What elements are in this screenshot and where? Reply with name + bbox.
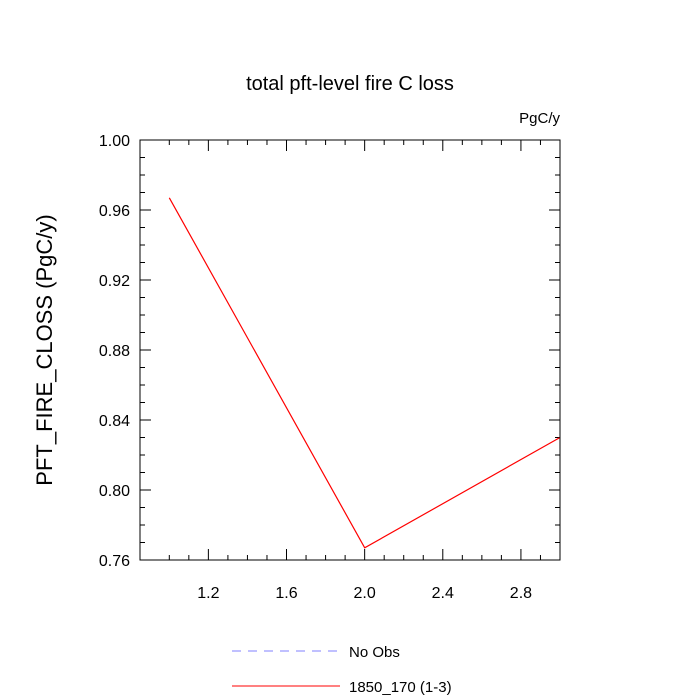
plot-frame: [139, 139, 561, 561]
legend: No Obs 1850_170 (1-3): [232, 644, 452, 696]
x-tick-label: 2.0: [354, 585, 376, 602]
legend-label: 1850_170 (1-3): [349, 679, 452, 696]
y-axis-ticks: 0.76 0.80 0.84 0.88 0.92 0.96 1.00: [99, 133, 560, 570]
units-label: PgC/y: [519, 110, 560, 127]
y-tick-label: 0.84: [99, 413, 130, 430]
series-line: [168, 197, 561, 549]
legend-label: No Obs: [349, 644, 400, 661]
x-tick-label: 2.4: [432, 585, 454, 602]
y-tick-label: 0.88: [99, 343, 130, 360]
x-tick-label: 1.2: [197, 585, 219, 602]
y-tick-label: 0.92: [99, 273, 130, 290]
y-tick-label: 1.00: [99, 133, 130, 150]
y-tick-label: 0.76: [99, 553, 130, 570]
x-axis-ticks: 1.2 1.6 2.0 2.4 2.8: [168, 140, 541, 602]
plot-series: [168, 197, 561, 549]
x-tick-label: 1.6: [275, 585, 297, 602]
y-tick-label: 0.80: [99, 483, 130, 500]
y-axis-label: PFT_FIRE_CLOSS (PgC/y): [32, 214, 57, 485]
chart-title: total pft-level fire C loss: [246, 73, 454, 95]
y-tick-label: 0.96: [99, 203, 130, 220]
x-tick-label: 2.8: [510, 585, 532, 602]
